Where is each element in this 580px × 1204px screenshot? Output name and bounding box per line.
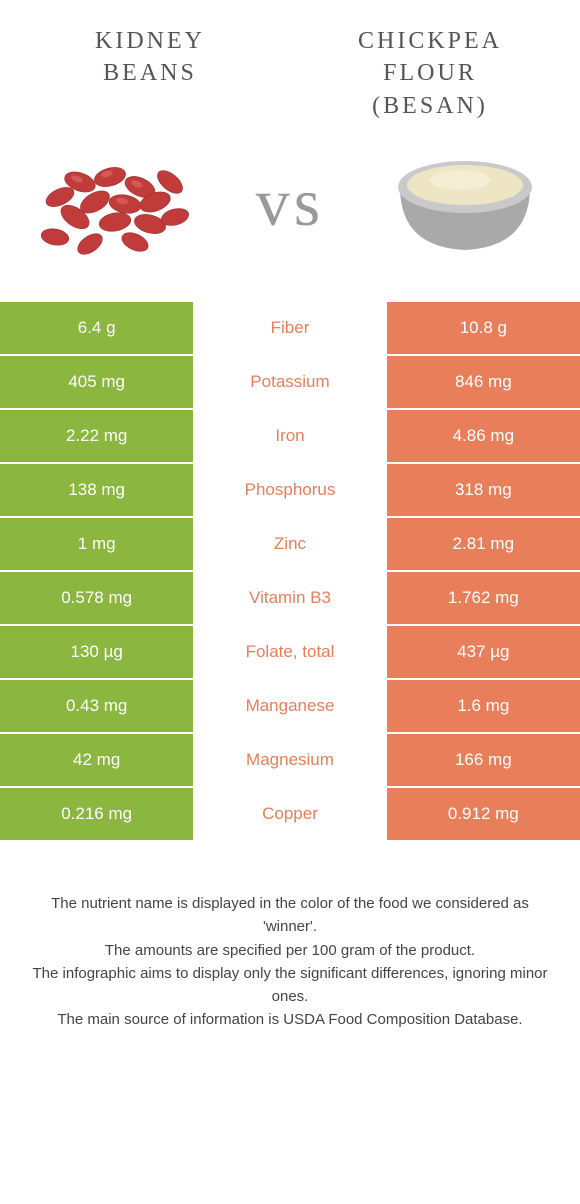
nutrient-label: Zinc [193, 518, 386, 572]
nutrient-table: 6.4 gFiber10.8 g405 mgPotassium846 mg2.2… [0, 302, 580, 842]
table-row: 2.22 mgIron4.86 mg [0, 410, 580, 464]
nutrient-label: Potassium [193, 356, 386, 410]
right-value: 166 mg [387, 734, 580, 788]
right-value: 10.8 g [387, 302, 580, 356]
left-value: 6.4 g [0, 302, 193, 356]
left-value: 0.216 mg [0, 788, 193, 842]
table-row: 1 mgZinc2.81 mg [0, 518, 580, 572]
chickpea-flour-image [370, 132, 560, 272]
title-text: Chickpea [358, 28, 502, 54]
header: Kidney Beans Chickpea Flour (Besan) [0, 0, 580, 132]
title-text: Beans [103, 60, 197, 86]
left-value: 1 mg [0, 518, 193, 572]
hero-row: vs [0, 132, 580, 302]
nutrient-label: Vitamin B3 [193, 572, 386, 626]
table-row: 138 mgPhosphorus318 mg [0, 464, 580, 518]
right-food-title: Chickpea Flour (Besan) [304, 25, 556, 122]
left-value: 405 mg [0, 356, 193, 410]
right-value: 2.81 mg [387, 518, 580, 572]
footer-line: The amounts are specified per 100 gram o… [25, 939, 555, 962]
left-value: 0.578 mg [0, 572, 193, 626]
right-value: 437 µg [387, 626, 580, 680]
left-value: 130 µg [0, 626, 193, 680]
kidney-beans-image [20, 132, 210, 272]
nutrient-label: Iron [193, 410, 386, 464]
nutrient-label: Manganese [193, 680, 386, 734]
right-value: 0.912 mg [387, 788, 580, 842]
table-row: 405 mgPotassium846 mg [0, 356, 580, 410]
nutrient-label: Copper [193, 788, 386, 842]
left-food-title: Kidney Beans [24, 25, 276, 90]
table-row: 42 mgMagnesium166 mg [0, 734, 580, 788]
title-text: (Besan) [372, 93, 488, 119]
right-value: 4.86 mg [387, 410, 580, 464]
table-row: 0.578 mgVitamin B31.762 mg [0, 572, 580, 626]
left-value: 2.22 mg [0, 410, 193, 464]
title-text: Kidney [95, 28, 205, 54]
right-value: 846 mg [387, 356, 580, 410]
nutrient-label: Folate, total [193, 626, 386, 680]
title-text: Flour [383, 60, 477, 86]
table-row: 0.43 mgManganese1.6 mg [0, 680, 580, 734]
footer-line: The nutrient name is displayed in the co… [25, 892, 555, 939]
nutrient-label: Phosphorus [193, 464, 386, 518]
right-value: 1.762 mg [387, 572, 580, 626]
table-row: 0.216 mgCopper0.912 mg [0, 788, 580, 842]
footer-notes: The nutrient name is displayed in the co… [0, 842, 580, 1032]
left-value: 138 mg [0, 464, 193, 518]
footer-line: The infographic aims to display only the… [25, 962, 555, 1009]
left-value: 0.43 mg [0, 680, 193, 734]
right-value: 1.6 mg [387, 680, 580, 734]
nutrient-label: Fiber [193, 302, 386, 356]
footer-line: The main source of information is USDA F… [25, 1008, 555, 1031]
vs-label: vs [256, 163, 324, 242]
right-value: 318 mg [387, 464, 580, 518]
table-row: 130 µgFolate, total437 µg [0, 626, 580, 680]
left-value: 42 mg [0, 734, 193, 788]
nutrient-label: Magnesium [193, 734, 386, 788]
table-row: 6.4 gFiber10.8 g [0, 302, 580, 356]
